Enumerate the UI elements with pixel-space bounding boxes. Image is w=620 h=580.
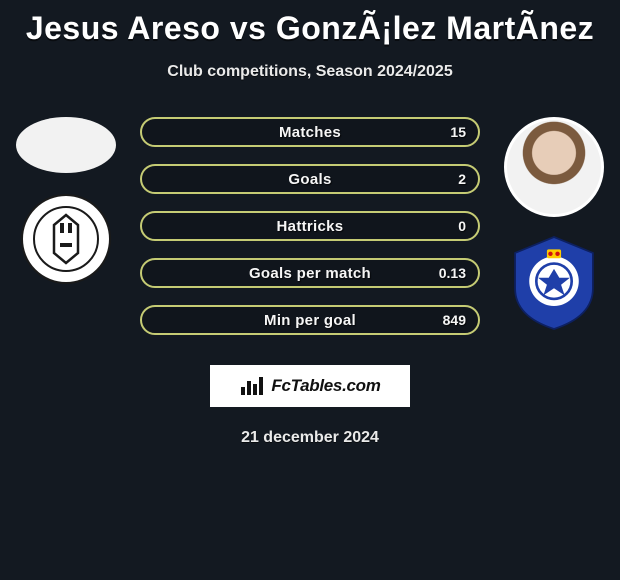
branding-box: FcTables.com: [210, 365, 410, 407]
left-column: [6, 117, 126, 285]
club-right-logo: [508, 237, 600, 329]
stat-value-right: 0.13: [439, 265, 466, 281]
stat-row-goals-per-match: Goals per match 0.13: [140, 258, 480, 288]
stat-label: Hattricks: [277, 218, 344, 235]
footer-date: 21 december 2024: [0, 429, 620, 447]
stat-row-goals: Goals 2: [140, 164, 480, 194]
stat-row-hattricks: Hattricks 0: [140, 211, 480, 241]
stat-row-matches: Matches 15: [140, 117, 480, 147]
stat-label: Min per goal: [264, 312, 356, 329]
stat-label: Goals per match: [249, 265, 371, 282]
tenerife-crest-icon: [508, 227, 600, 339]
branding-text: FcTables.com: [271, 376, 380, 396]
subtitle: Club competitions, Season 2024/2025: [0, 63, 620, 81]
stat-value-right: 15: [450, 124, 466, 140]
stat-label: Goals: [288, 171, 331, 188]
main-content: Matches 15 Goals 2 Hattricks 0 Goals per…: [0, 117, 620, 447]
player-right-avatar: [504, 117, 604, 217]
stat-label: Matches: [279, 124, 341, 141]
right-column: [494, 117, 614, 329]
stat-value-right: 849: [443, 312, 466, 328]
club-left-logo: [20, 193, 112, 285]
branding-bars-icon: [239, 375, 265, 397]
stat-row-min-per-goal: Min per goal 849: [140, 305, 480, 335]
burgos-crest-icon: [20, 193, 112, 285]
stat-value-right: 2: [458, 171, 466, 187]
stats-list: Matches 15 Goals 2 Hattricks 0 Goals per…: [140, 117, 480, 335]
page-title: Jesus Areso vs GonzÃ¡lez MartÃ­nez: [0, 0, 620, 47]
stat-value-right: 0: [458, 218, 466, 234]
player-left-avatar: [16, 117, 116, 173]
